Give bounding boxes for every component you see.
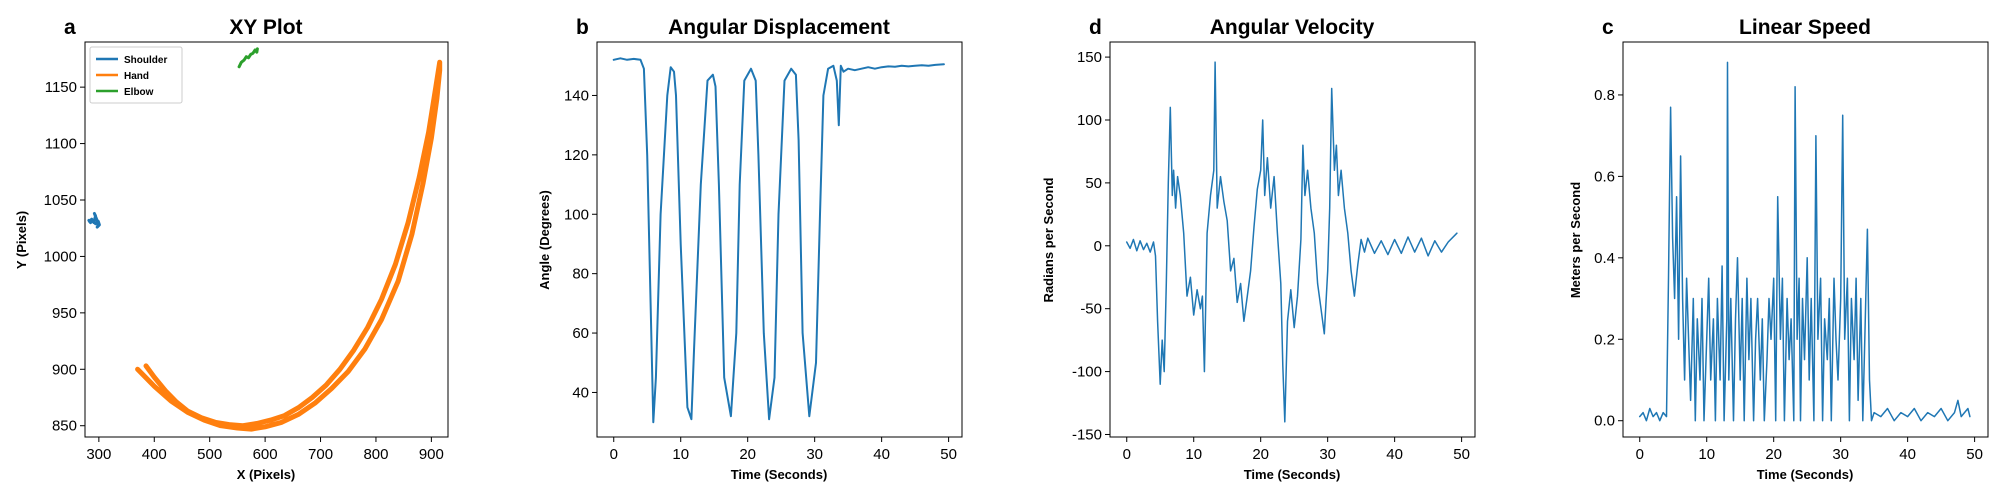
y-axis-label: Y (Pixels) bbox=[14, 211, 29, 269]
x-tick-label: 10 bbox=[1698, 446, 1715, 463]
y-tick-label: 140 bbox=[564, 87, 589, 104]
series-line-hand bbox=[135, 59, 443, 432]
panel-letter: d bbox=[1089, 16, 1102, 39]
y-tick-label: 40 bbox=[572, 384, 589, 401]
x-tick-label: 40 bbox=[1386, 446, 1403, 463]
x-tick-label: 300 bbox=[86, 446, 111, 463]
x-tick-label: 600 bbox=[253, 446, 278, 463]
chart-title: Linear Speed bbox=[1739, 16, 1871, 39]
series-line bbox=[1125, 61, 1458, 423]
y-tick-label: 0.6 bbox=[1594, 168, 1615, 185]
x-tick-label: 0 bbox=[1636, 446, 1644, 463]
y-tick-label: 1000 bbox=[44, 248, 77, 265]
series-line-shoulder bbox=[87, 212, 101, 229]
legend-box bbox=[89, 46, 183, 104]
x-tick-label: 40 bbox=[873, 446, 890, 463]
plot-frame bbox=[84, 41, 449, 438]
x-tick-label: 800 bbox=[363, 446, 388, 463]
x-tick-label: 50 bbox=[940, 446, 957, 463]
y-tick-label: 0.2 bbox=[1594, 331, 1615, 348]
plot-frame bbox=[1109, 41, 1476, 438]
y-tick-label: 1050 bbox=[44, 192, 77, 209]
y-tick-label: -50 bbox=[1080, 301, 1102, 318]
x-tick-label: 30 bbox=[1319, 446, 1336, 463]
y-tick-label: 1100 bbox=[45, 136, 77, 153]
panel-angular-displacement: b Angular Displacement Time (Seconds) An… bbox=[537, 16, 963, 482]
y-tick-label: 1150 bbox=[45, 79, 77, 96]
y-axis-label: Angle (Degrees) bbox=[537, 190, 552, 290]
panel-letter: c bbox=[1602, 16, 1614, 39]
series-line bbox=[1638, 61, 1971, 422]
chart-title: Angular Velocity bbox=[1210, 16, 1375, 39]
y-tick-label: 100 bbox=[1077, 112, 1102, 129]
x-tick-label: 50 bbox=[1453, 446, 1470, 463]
series-group bbox=[87, 47, 443, 432]
y-tick-label: 850 bbox=[52, 418, 77, 435]
series-group bbox=[612, 57, 945, 424]
x-tick-label: 10 bbox=[672, 446, 689, 463]
x-tick-label: 500 bbox=[197, 446, 222, 463]
x-axis-label: X (Pixels) bbox=[237, 467, 296, 482]
series-line-elbow bbox=[237, 47, 259, 69]
plot-frame bbox=[596, 41, 963, 438]
y-tick-label: 80 bbox=[572, 266, 589, 283]
panel-letter: b bbox=[576, 16, 589, 39]
y-axis-label: Meters per Second bbox=[1568, 182, 1583, 298]
legend-label-hand: Hand bbox=[124, 71, 149, 82]
legend: Shoulder Hand Elbow bbox=[89, 46, 183, 104]
x-tick-label: 900 bbox=[419, 446, 444, 463]
x-tick-label: 40 bbox=[1899, 446, 1916, 463]
x-tick-label: 30 bbox=[1832, 446, 1849, 463]
y-tick-label: 0.8 bbox=[1594, 87, 1615, 104]
series-group bbox=[1638, 61, 1971, 422]
y-tick-label: 900 bbox=[52, 361, 77, 378]
y-tick-label: -150 bbox=[1072, 426, 1102, 443]
y-axis-label: Radians per Second bbox=[1041, 177, 1056, 302]
panel-letter: a bbox=[64, 16, 76, 39]
x-tick-label: 0 bbox=[610, 446, 618, 463]
panel-xy-plot: a XY Plot X (Pixels) Y (Pixels) 300 400 50… bbox=[14, 16, 449, 482]
series-line bbox=[612, 57, 945, 424]
plot-frame bbox=[1622, 41, 1989, 438]
y-tick-label: 0 bbox=[1094, 238, 1102, 255]
series-group bbox=[1125, 61, 1458, 423]
x-tick-label: 20 bbox=[1765, 446, 1782, 463]
chart-title: XY Plot bbox=[229, 16, 302, 39]
x-tick-label: 700 bbox=[308, 446, 333, 463]
y-tick-label: 100 bbox=[564, 206, 589, 223]
y-tick-label: 0.4 bbox=[1594, 250, 1615, 267]
x-tick-label: 50 bbox=[1966, 446, 1983, 463]
y-tick-label: 150 bbox=[1077, 49, 1102, 66]
legend-label-shoulder: Shoulder bbox=[124, 55, 167, 66]
y-tick-label: 950 bbox=[52, 305, 77, 322]
y-tick-label: 120 bbox=[564, 147, 589, 164]
y-tick-label: -100 bbox=[1072, 364, 1102, 381]
y-tick-label: 60 bbox=[572, 325, 589, 342]
panel-angular-velocity: d Angular Velocity Time (Seconds) Radian… bbox=[1041, 16, 1476, 482]
x-axis-label: Time (Seconds) bbox=[1757, 467, 1854, 482]
x-tick-label: 30 bbox=[806, 446, 823, 463]
x-tick-label: 20 bbox=[739, 446, 756, 463]
legend-label-elbow: Elbow bbox=[124, 87, 154, 98]
y-tick-label: 50 bbox=[1085, 175, 1102, 192]
x-tick-label: 400 bbox=[142, 446, 167, 463]
y-tick-label: 0.0 bbox=[1594, 413, 1615, 430]
x-tick-label: 0 bbox=[1123, 446, 1131, 463]
x-tick-label: 10 bbox=[1185, 446, 1202, 463]
x-tick-label: 20 bbox=[1252, 446, 1269, 463]
chart-title: Angular Displacement bbox=[668, 16, 890, 39]
panel-linear-speed: c Linear Speed Time (Seconds) Meters per… bbox=[1568, 16, 1989, 482]
x-axis-label: Time (Seconds) bbox=[731, 467, 828, 482]
x-axis-label: Time (Seconds) bbox=[1244, 467, 1341, 482]
